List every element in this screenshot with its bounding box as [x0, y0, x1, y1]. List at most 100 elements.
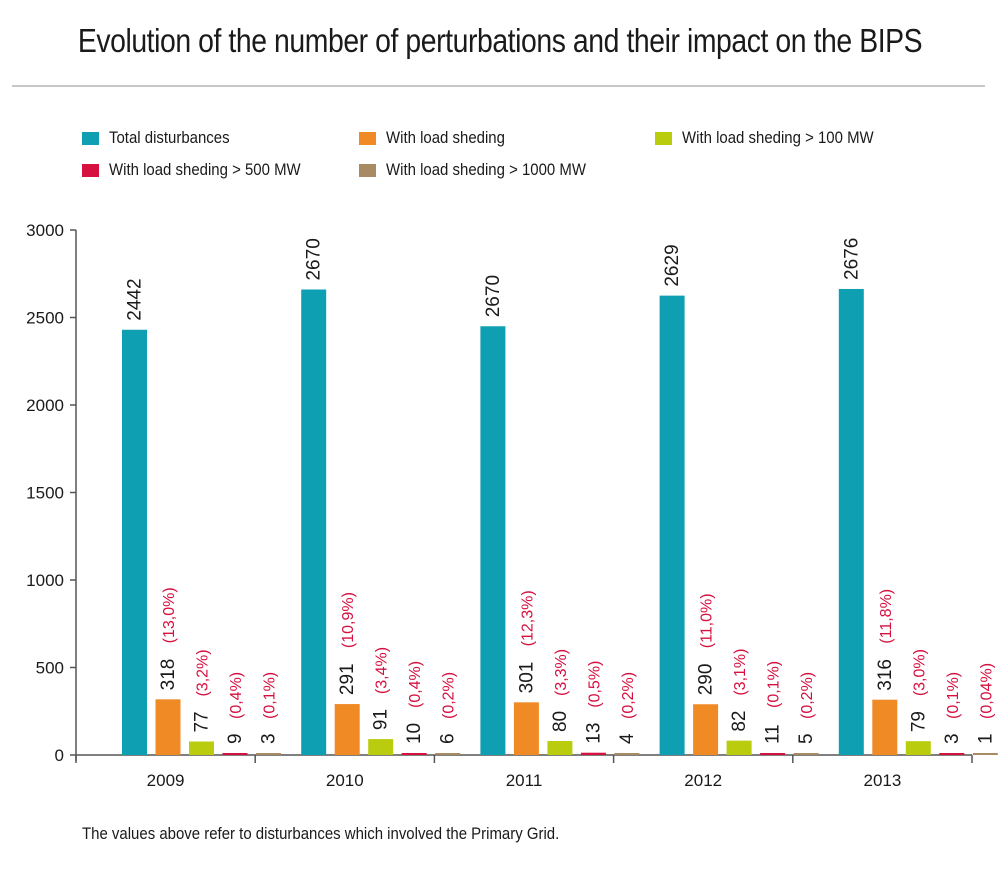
- bar-2009-4: [256, 753, 281, 755]
- data-label: 91: [371, 709, 392, 730]
- percent-label: (3,4%): [374, 647, 391, 694]
- bar-2010-1: [334, 704, 360, 755]
- percent-label: (0,1%): [945, 672, 962, 719]
- bar-2009-1: [155, 699, 181, 755]
- percent-label: (0,5%): [586, 661, 603, 708]
- bar-2011-2: [547, 741, 573, 755]
- percent-label: (0,4%): [228, 672, 245, 719]
- y-tick-label: 1000: [26, 571, 64, 590]
- legend-swatch-total: [82, 131, 99, 145]
- data-label: 79: [908, 711, 929, 732]
- title-divider: [12, 85, 985, 87]
- legend-item-500mw: With load sheding > 500 MW: [82, 160, 327, 180]
- data-label: 2629: [662, 244, 683, 286]
- legend-label-1000mw: With load sheding > 1000 MW: [386, 160, 586, 179]
- bar-2010-4: [435, 753, 461, 755]
- bar-2012-4: [793, 753, 819, 755]
- percent-label: (11,8%): [878, 589, 895, 644]
- data-label: 301: [516, 662, 537, 694]
- x-tick-label: 2010: [326, 771, 364, 790]
- data-label: 80: [550, 711, 571, 732]
- percent-label: (11,0%): [699, 593, 716, 648]
- bar-2011-3: [580, 752, 606, 755]
- data-label: 13: [583, 723, 604, 744]
- bar-2012-2: [726, 740, 752, 755]
- footnote: The values above refer to disturbances w…: [82, 824, 560, 843]
- bar-2009-3: [222, 753, 248, 755]
- bar-2012-1: [693, 704, 719, 755]
- percent-label: (3,1%): [732, 649, 749, 696]
- legend-label-total: Total disturbances: [109, 128, 230, 147]
- data-label: 316: [875, 659, 896, 691]
- data-label: 77: [192, 711, 213, 732]
- bar-2009-2: [189, 741, 214, 755]
- legend-swatch-100mw: [655, 131, 672, 145]
- bar-2011-1: [513, 702, 539, 755]
- y-tick-label: 1500: [26, 484, 64, 503]
- bar-2010-2: [368, 739, 394, 755]
- percent-label: (10,9%): [340, 592, 357, 648]
- legend-swatch-1000mw: [359, 163, 376, 177]
- bar-2012-0: [659, 295, 685, 755]
- chart-title: Evolution of the number of perturbations…: [77, 22, 923, 59]
- percent-label: (0,2%): [620, 672, 637, 719]
- percent-label: (3,3%): [553, 649, 570, 696]
- data-label: 290: [696, 664, 717, 696]
- y-tick-label: 500: [36, 659, 64, 678]
- legend-item-1000mw: With load sheding > 1000 MW: [359, 160, 613, 180]
- x-tick-label: 2013: [863, 771, 901, 790]
- data-label: 291: [337, 663, 358, 695]
- legend-swatch-500mw: [82, 163, 99, 177]
- data-label: 82: [729, 711, 750, 732]
- percent-label: (0,2%): [799, 672, 816, 719]
- data-label: 2670: [483, 275, 504, 317]
- legend-swatch-load-sheding: [359, 131, 376, 145]
- percent-label: (12,3%): [519, 590, 536, 646]
- percent-label: (13,0%): [161, 587, 178, 643]
- percent-label: (0,04%): [978, 663, 995, 719]
- data-label: 4: [617, 733, 638, 744]
- percent-label: (3,2%): [195, 649, 212, 696]
- bar-2013-2: [905, 741, 931, 755]
- percent-label: (0,2%): [441, 672, 458, 719]
- bar-2011-4: [614, 753, 640, 755]
- bar-2013-3: [939, 753, 965, 755]
- y-tick-label: 2000: [26, 396, 64, 415]
- data-label: 2670: [304, 238, 325, 280]
- data-label: 11: [763, 724, 784, 744]
- percent-label: (0,1%): [766, 661, 783, 708]
- data-label: 10: [404, 723, 425, 744]
- bar-2012-3: [760, 753, 786, 755]
- x-tick-label: 2011: [506, 771, 543, 790]
- x-tick-label: 2009: [147, 771, 185, 790]
- legend-item-load-sheding: With load sheding: [359, 128, 521, 148]
- bar-2010-0: [301, 289, 327, 755]
- percent-label: (3,0%): [911, 649, 928, 696]
- data-label: 2442: [125, 278, 146, 320]
- x-tick-label: 2012: [684, 771, 722, 790]
- data-label: 6: [438, 733, 459, 744]
- y-tick-label: 0: [55, 746, 64, 765]
- legend-label-500mw: With load sheding > 500 MW: [109, 160, 301, 179]
- data-label: 1: [975, 733, 996, 744]
- percent-label: (0,4%): [407, 661, 424, 708]
- percent-label: (0,1%): [262, 672, 279, 719]
- y-tick-label: 2500: [26, 309, 64, 328]
- legend-label-100mw: With load sheding > 100 MW: [682, 128, 874, 147]
- legend-label-load-sheding: With load sheding: [386, 128, 505, 147]
- bar-2009-0: [122, 329, 147, 755]
- data-label: 2676: [841, 238, 862, 280]
- bar-2013-4: [972, 753, 998, 755]
- data-label: 3: [259, 733, 280, 744]
- data-label: 9: [225, 733, 246, 744]
- chart-legend: Total disturbances With load sheding Wit…: [0, 0, 1000, 200]
- data-label: 318: [158, 659, 179, 691]
- data-label: 5: [796, 733, 817, 744]
- data-label: 3: [942, 733, 963, 744]
- y-tick-label: 3000: [26, 221, 64, 240]
- legend-item-100mw: With load sheding > 100 MW: [655, 128, 900, 148]
- bar-2013-0: [838, 288, 864, 755]
- bar-2013-1: [872, 699, 898, 755]
- bar-2011-0: [480, 326, 506, 755]
